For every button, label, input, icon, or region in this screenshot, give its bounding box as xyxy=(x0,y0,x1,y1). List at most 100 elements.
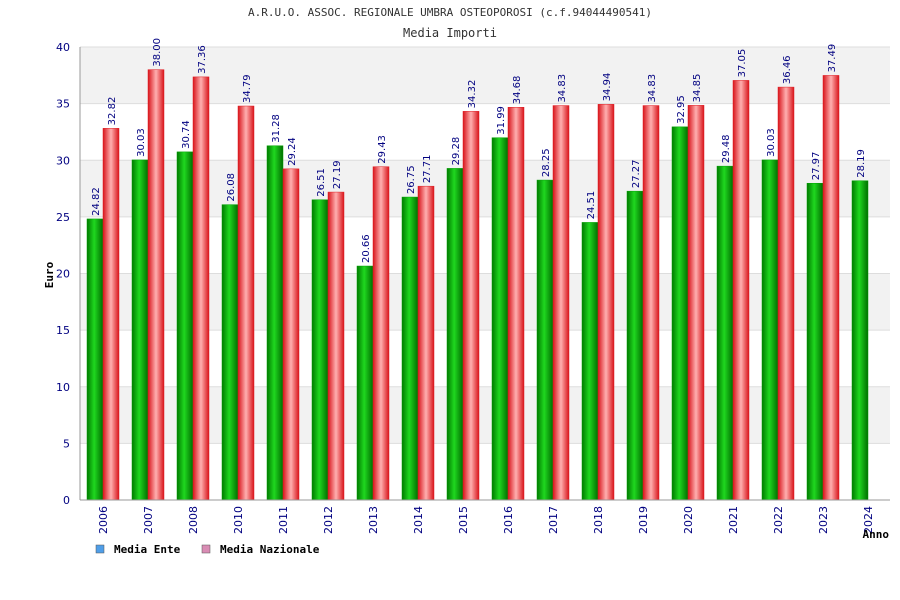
data-label: 34.68 xyxy=(512,76,523,105)
data-label: 29.43 xyxy=(377,135,388,164)
bar-media-nazionale xyxy=(687,105,705,501)
bar-media-ente xyxy=(491,137,509,501)
legend-swatch xyxy=(95,544,105,554)
bar-media-nazionale xyxy=(777,86,795,501)
x-axis-ticks: 2006 2007 2008 2010 2011 2012 2013 2014 2015 2016… xyxy=(97,506,875,534)
x-tick-label: 2011 xyxy=(277,506,290,534)
legend: Media Ente Media Nazionale xyxy=(95,543,320,556)
data-label: 32.95 xyxy=(676,95,687,124)
y-tick-label: 0 xyxy=(63,494,70,507)
x-tick-label: 2007 xyxy=(142,506,155,534)
data-label: 30.74 xyxy=(181,120,192,149)
chart-subtitle: Media Importi xyxy=(403,26,497,40)
plot-band xyxy=(80,160,890,217)
bar-media-nazionale xyxy=(597,104,615,501)
data-label: 29.28 xyxy=(451,137,462,166)
bar-media-nazionale xyxy=(642,105,660,501)
legend-entry: Media Nazionale xyxy=(220,543,320,556)
bar-media-ente xyxy=(536,179,554,501)
data-label: 36.46 xyxy=(782,55,793,84)
data-label: 37.05 xyxy=(737,49,748,78)
data-label: 27.27 xyxy=(631,160,642,189)
x-axis-label: Anno xyxy=(863,528,890,541)
plot-band xyxy=(80,216,890,274)
plot-band xyxy=(80,273,890,331)
data-label: 34.79 xyxy=(242,74,253,103)
x-tick-label: 2008 xyxy=(187,506,200,534)
bar-media-nazionale xyxy=(822,75,840,501)
x-tick-label: 2010 xyxy=(232,506,245,534)
data-label: 34.83 xyxy=(647,74,658,103)
data-label: 20.66 xyxy=(361,234,372,263)
y-axis-label: Euro xyxy=(43,261,56,288)
bar-media-ente xyxy=(131,159,149,501)
data-label: 29.48 xyxy=(721,134,732,163)
x-tick-label: 2023 xyxy=(817,506,830,534)
y-tick-label: 30 xyxy=(56,154,70,167)
x-tick-label: 2013 xyxy=(367,506,380,534)
bar-media-nazionale xyxy=(192,76,210,501)
data-label: 26.51 xyxy=(316,168,327,197)
data-label: 34.85 xyxy=(692,74,703,103)
x-tick-label: 2016 xyxy=(502,506,515,534)
data-label: 30.03 xyxy=(136,128,147,157)
bar-media-nazionale xyxy=(102,128,120,501)
bar-media-ente xyxy=(671,126,689,501)
y-tick-label: 15 xyxy=(56,324,70,337)
bar-media-nazionale xyxy=(237,105,255,501)
x-tick-label: 2006 xyxy=(97,506,110,534)
y-tick-label: 35 xyxy=(56,98,70,111)
data-label: 34.83 xyxy=(557,74,568,103)
plot-band xyxy=(80,443,890,500)
bar-media-ente xyxy=(581,222,599,501)
bar-media-ente xyxy=(221,204,239,501)
bar-media-ente xyxy=(266,145,284,501)
y-tick-label: 20 xyxy=(56,268,70,281)
plot-band xyxy=(80,330,890,387)
data-label: 27.97 xyxy=(811,152,822,181)
x-tick-label: 2014 xyxy=(412,506,425,534)
bar-media-ente xyxy=(86,218,104,501)
data-label: 24.82 xyxy=(91,187,102,216)
legend-entry: Media Ente xyxy=(114,543,181,556)
bar-media-nazionale xyxy=(552,105,570,501)
x-tick-label: 2017 xyxy=(547,506,560,534)
data-label: 34.94 xyxy=(602,73,613,102)
bar-media-nazionale xyxy=(507,106,525,501)
bar-media-nazionale xyxy=(372,166,390,501)
bar-media-nazionale xyxy=(282,168,300,501)
x-tick-label: 2015 xyxy=(457,506,470,534)
data-label: 31.28 xyxy=(271,114,282,143)
bar-media-nazionale xyxy=(417,185,435,501)
plot-band xyxy=(80,386,890,444)
y-tick-label: 10 xyxy=(56,381,70,394)
data-label: 29.24 xyxy=(287,137,298,166)
y-tick-label: 5 xyxy=(63,437,70,450)
x-tick-label: 2022 xyxy=(772,506,785,534)
bar-media-ente xyxy=(806,182,824,501)
bar-media-ente xyxy=(761,159,779,501)
x-tick-label: 2021 xyxy=(727,506,740,534)
bar-media-nazionale xyxy=(327,191,345,501)
x-tick-label: 2020 xyxy=(682,506,695,534)
bar-media-ente xyxy=(716,165,734,501)
x-tick-label: 2012 xyxy=(322,506,335,534)
data-label: 24.51 xyxy=(586,191,597,220)
bar-media-ente xyxy=(446,168,464,501)
bar-media-ente xyxy=(311,199,329,501)
data-labels: 24.82 32.82 30.03 38.00 30.74 37.36 26.08 34.79… xyxy=(91,38,867,263)
data-label: 31.99 xyxy=(496,106,507,135)
data-label: 37.36 xyxy=(197,45,208,74)
plot-band xyxy=(80,47,890,104)
data-label: 30.03 xyxy=(766,128,777,157)
x-tick-label: 2024 xyxy=(862,506,875,534)
bar-media-ente xyxy=(176,151,194,501)
data-label: 37.49 xyxy=(827,44,838,73)
data-label: 28.19 xyxy=(856,149,867,178)
plot-band xyxy=(80,103,890,161)
data-label: 32.82 xyxy=(107,97,118,126)
data-label: 38.00 xyxy=(152,38,163,67)
x-tick-label: 2018 xyxy=(592,506,605,534)
data-label: 27.19 xyxy=(332,160,343,189)
